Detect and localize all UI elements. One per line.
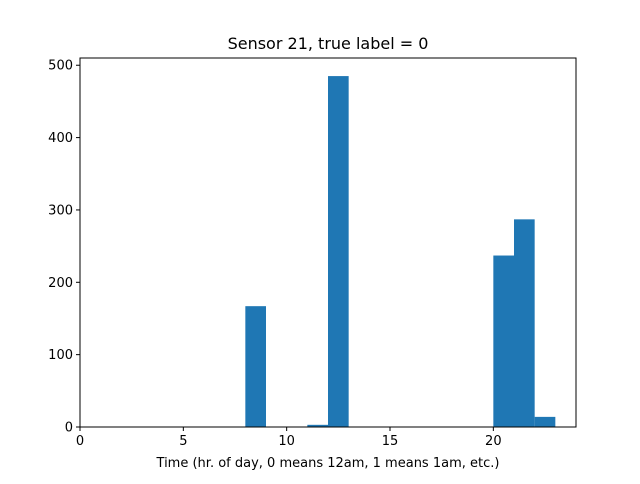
histogram-bar: [245, 306, 266, 427]
x-axis: 0 5 10 15 20: [76, 427, 502, 449]
y-tick-label: 500: [48, 59, 73, 74]
chart-title: Sensor 21, true label = 0: [228, 34, 429, 53]
y-axis: 0 100 200 300 400 500: [48, 59, 80, 436]
histogram-bar: [328, 76, 349, 428]
bars-layer: [245, 76, 556, 428]
x-tick-label: 10: [278, 434, 295, 449]
histogram-bar: [307, 424, 328, 427]
histogram-bar: [534, 416, 556, 427]
x-tick-label: 5: [179, 434, 187, 449]
histogram-bar: [514, 219, 535, 427]
y-tick-label: 400: [48, 131, 73, 146]
histogram-bar: [493, 255, 514, 427]
y-tick-label: 0: [65, 421, 73, 436]
x-tick-label: 20: [485, 434, 502, 449]
y-tick-label: 100: [48, 348, 73, 363]
x-axis-label: Time (hr. of day, 0 means 12am, 1 means …: [156, 456, 500, 471]
x-tick-label: 15: [382, 434, 399, 449]
plot-frame: [79, 57, 577, 428]
x-tick-label: 0: [76, 434, 84, 449]
y-tick-label: 300: [48, 203, 73, 218]
y-tick-label: 200: [48, 276, 73, 291]
